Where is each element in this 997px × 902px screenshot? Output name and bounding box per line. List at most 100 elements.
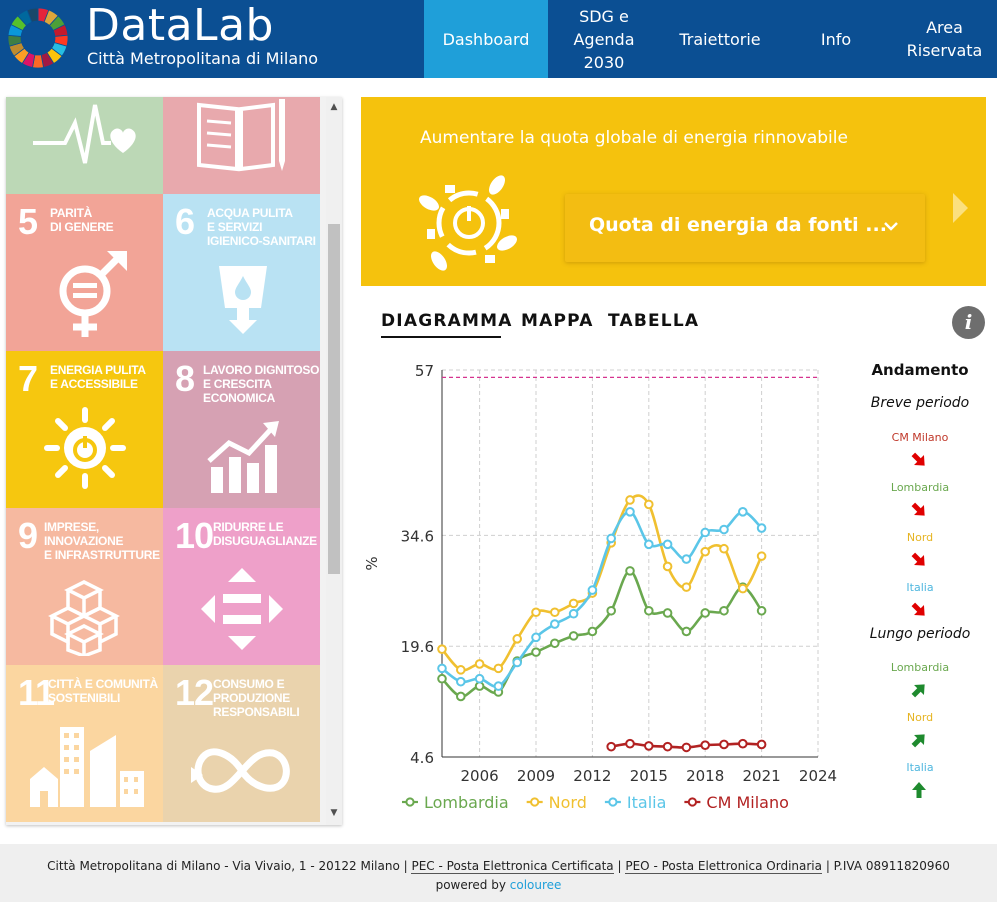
nav-info[interactable]: Info (820, 29, 852, 49)
sdg-number: 5 (18, 201, 38, 242)
colouree-logo[interactable]: colouree (509, 878, 562, 892)
data-point (756, 523, 767, 533)
data-point (700, 608, 711, 618)
data-point (550, 619, 560, 629)
book-icon (197, 99, 285, 172)
data-point (568, 598, 579, 609)
indicator-select[interactable]: Quota di energia da fonti ... (565, 194, 925, 262)
goal-target-text: Aumentare la quota globale di energia ri… (420, 128, 848, 148)
sdg-title: IMPRESE, INNOVAZIONE E INFRASTRUTTURE (44, 520, 160, 562)
data-point (456, 691, 466, 702)
footer-address: Città Metropolitana di Milano - Via Viva… (47, 859, 408, 873)
active-tab-underline (381, 336, 501, 338)
y-tick-label: 34.6 (401, 527, 434, 545)
footer-separator: | (617, 859, 622, 873)
nav-area-riservata[interactable]: Area Riservata (906, 18, 983, 60)
indicator-select-value: Quota di energia da fonti ... (589, 214, 887, 236)
y-axis-label: % (363, 556, 381, 570)
sdg-title: CITTÀ E COMUNITÀ SOSTENIBILI (48, 677, 158, 705)
data-point (700, 527, 711, 538)
sdg-tile-5[interactable]: 5 PARITÀ DI GENERE (6, 194, 163, 351)
scroll-thumb[interactable] (328, 224, 340, 574)
data-point (606, 605, 616, 616)
sdg-tile-3[interactable] (6, 97, 163, 194)
y-tick-label: 57 (415, 362, 434, 380)
water-drop-icon (219, 266, 267, 334)
data-point (512, 634, 522, 644)
y-tick-label: 4.6 (410, 749, 434, 767)
short-trend-name: CM Milano (891, 431, 949, 444)
gender-equality-icon (59, 251, 127, 337)
long-trend-name: Italia (906, 761, 934, 774)
data-point (644, 741, 654, 751)
data-point (550, 607, 560, 618)
scroll-down-arrow-icon[interactable]: ▼ (330, 808, 338, 818)
sdg-title: ACQUA PULITA E SERVIZI IGIENICO-SANITARI (207, 206, 316, 248)
renewable-energy-icon (419, 175, 517, 271)
legend-marker (687, 797, 697, 807)
trend-arrow-down-right-icon (911, 552, 925, 566)
x-tick-label: 2024 (799, 767, 837, 785)
data-point (700, 740, 711, 750)
sdg-tile-4[interactable] (163, 97, 320, 194)
series-line (441, 569, 763, 698)
data-point (662, 539, 673, 550)
x-tick-label: 2021 (743, 767, 781, 785)
sdg-wheel-logo-icon[interactable] (5, 5, 71, 71)
sdg-list-scrollbar[interactable]: ▲ ▼ (326, 97, 342, 825)
sdg-tile-12[interactable]: 12 CONSUMO E PRODUZIONE RESPONSABILI (163, 665, 320, 822)
scroll-up-arrow-icon[interactable]: ▲ (330, 102, 338, 112)
x-tick-label: 2006 (461, 767, 499, 785)
data-point (719, 524, 729, 535)
city-icon (30, 727, 144, 807)
data-point (681, 742, 692, 753)
brand-subtitle: Città Metropolitana di Milano (87, 49, 319, 68)
sdg-number: 8 (175, 358, 195, 399)
sdg-tile-10[interactable]: 10 RIDURRE LE DISUGUAGLIANZE (163, 508, 320, 665)
data-point (719, 739, 729, 750)
data-point (437, 644, 447, 654)
sdg-title: LAVORO DIGNITOSO E CRESCITA ECONOMICA (203, 363, 320, 405)
cubes-icon (48, 580, 120, 656)
info-icon[interactable]: i (952, 306, 985, 339)
data-point (756, 551, 767, 561)
data-point (568, 608, 579, 619)
nav-dashboard[interactable]: Dashboard (424, 0, 548, 78)
data-point (493, 663, 504, 674)
sdg-tile-9[interactable]: 9 IMPRESE, INNOVAZIONE E INFRASTRUTTURE (6, 508, 163, 665)
pec-link[interactable]: PEC - Posta Elettronica Certificata (411, 859, 614, 874)
sdg-tile-6[interactable]: 6 ACQUA PULITA E SERVIZI IGIENICO-SANITA… (163, 194, 320, 351)
trend-arrow-down-right-icon (911, 602, 925, 616)
data-point (738, 507, 748, 517)
data-point (662, 608, 673, 618)
sdg-tile-8[interactable]: 8 LAVORO DIGNITOSO E CRESCITA ECONOMICA (163, 351, 320, 508)
sdg-title: RIDURRE LE DISUGUAGLIANZE (213, 520, 317, 548)
powered-by: powered by colouree (0, 878, 997, 892)
data-point (437, 673, 447, 684)
peo-link[interactable]: PEO - Posta Elettronica Ordinaria (625, 859, 822, 874)
next-arrow-icon[interactable] (953, 193, 968, 223)
tab-mappa[interactable]: MAPPA (521, 311, 594, 331)
tab-tabella[interactable]: TABELLA (608, 311, 700, 331)
top-header: DataLab Città Metropolitana di Milano Da… (0, 0, 997, 78)
chevron-down-icon (884, 222, 898, 231)
sdg-number: 6 (175, 201, 195, 242)
x-tick-label: 2009 (517, 767, 555, 785)
footer-info-line: Città Metropolitana di Milano - Via Viva… (0, 859, 997, 874)
nav-sdg-agenda-2030[interactable]: SDG e Agenda 2030 (573, 6, 635, 72)
sdg-tile-11[interactable]: 11 CITTÀ E COMUNITÀ SOSTENIBILI (6, 665, 163, 822)
nav-traiettorie[interactable]: Traiettorie (679, 29, 761, 49)
data-point (719, 605, 729, 616)
brand-title[interactable]: DataLab (86, 0, 274, 51)
data-point (606, 533, 616, 544)
sdg-number: 7 (18, 358, 38, 399)
tab-diagramma[interactable]: DIAGRAMMA (381, 311, 513, 331)
data-point (681, 626, 692, 637)
short-period-label: Breve periodo (870, 395, 970, 411)
x-tick-label: 2018 (686, 767, 724, 785)
sdg-tile-7[interactable]: 7 ENERGIA PULITA E ACCESSIBILE (6, 351, 163, 508)
x-tick-label: 2012 (573, 767, 611, 785)
data-point (456, 676, 466, 687)
legend-marker (608, 797, 618, 807)
sdg-goal-list: 5 PARITÀ DI GENERE 6 ACQUA PULITA E SERV… (6, 97, 342, 825)
